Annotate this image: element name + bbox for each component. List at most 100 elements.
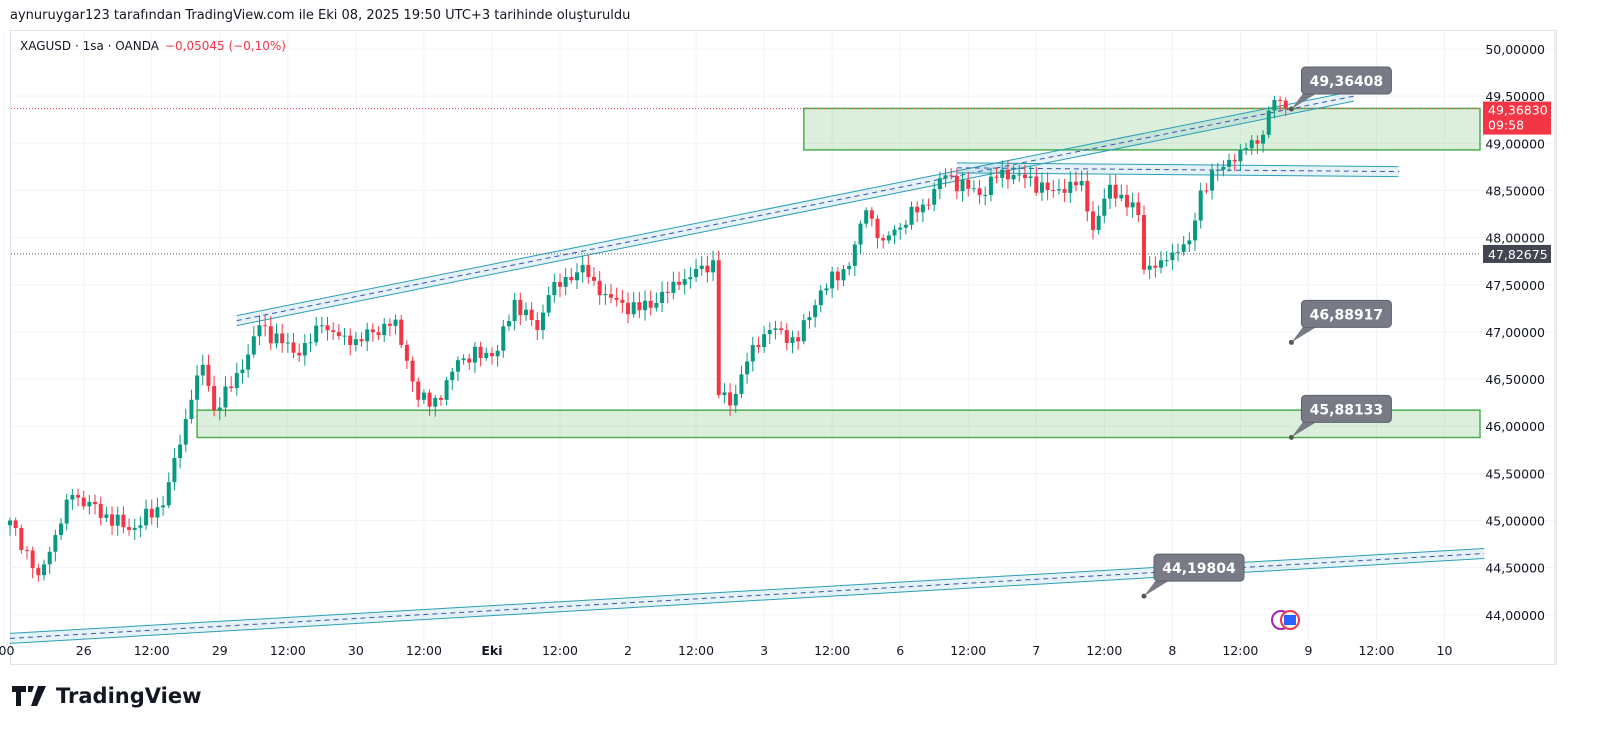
candle [495,344,500,367]
candle [892,225,897,245]
trend-channel [236,90,1354,327]
candle-body [1039,182,1044,193]
candle-body [342,335,347,337]
candle [660,281,665,312]
candle [302,333,307,366]
y-tick-label: 47,50000 [1485,278,1545,293]
candle-body [115,514,120,526]
candle-body [1255,140,1260,144]
candle-body [1056,189,1061,191]
candle-body [155,507,160,518]
candle [711,250,716,282]
candle-body [699,265,704,269]
candle [977,179,982,205]
candle-body [1232,159,1237,162]
candle-body [1005,169,1010,180]
candle [234,362,239,396]
candle [813,299,818,328]
candle [206,354,211,392]
candle [960,172,965,202]
candle-body [433,397,438,407]
x-tick-label: 30 [348,643,364,658]
candle-body [1124,194,1129,208]
x-tick-label: 12:00 [406,643,442,658]
candle-body [331,330,336,332]
candle [512,293,517,331]
candle [694,258,699,282]
candle [382,318,387,343]
candle-body [994,176,999,178]
candle [847,262,852,276]
candle-body [314,325,319,343]
candle-body [790,337,795,344]
candle [36,563,41,582]
candle [1056,178,1061,195]
candle [416,377,421,408]
candle [637,291,642,319]
y-tick-label: 46,00000 [1485,419,1545,434]
candle-body [319,325,324,327]
candle [784,323,789,351]
candle [132,518,137,540]
candle [138,516,143,538]
candle [898,222,903,240]
candle-body [444,380,449,400]
channel-lower-line [9,558,1485,644]
candle [671,271,676,300]
candle [1238,144,1243,172]
candle [183,408,188,452]
candle-body [557,281,562,287]
candle [1198,182,1203,229]
chart-frame[interactable] [10,30,1557,665]
candle-body [886,235,891,241]
candle [427,389,432,416]
candle [1005,160,1010,189]
candle-body [937,178,942,190]
candle-body [1000,169,1005,178]
callout-box [1300,394,1392,423]
callout-box [1153,553,1245,582]
candle-body [183,419,188,445]
candle [569,267,574,284]
candle-body [30,550,35,569]
candle-body [246,354,251,370]
candle-body [739,374,744,394]
candle [886,231,891,244]
candle [915,201,920,223]
candle-body [609,293,614,298]
candle-body [127,527,132,530]
candle [1272,95,1277,119]
candle-body [291,342,296,353]
tradingview-logo[interactable]: TradingView [12,684,201,708]
candle-body [677,281,682,285]
candle [852,241,857,276]
candle [353,332,358,352]
candle [223,376,228,417]
candle-body [399,319,404,345]
candle [603,284,608,305]
candle [858,220,863,254]
tradingview-logo-icon [12,686,46,706]
candle-body [665,291,670,293]
candle [59,517,64,540]
candle [546,286,551,317]
candle-body [206,364,211,386]
x-tick-label: 12:00 [1358,643,1394,658]
candle [875,215,880,249]
candle-body [824,288,829,291]
candle-body [881,238,886,241]
candle [178,434,183,469]
candle [127,518,132,536]
y-tick-label: 49,50000 [1485,89,1545,104]
candle-body [1244,148,1249,150]
candle-body [478,346,483,358]
y-tick-label: 48,00000 [1485,231,1545,246]
candle [841,265,846,286]
candle [450,367,455,391]
candle-body [932,189,937,205]
channel-center-line [236,95,1354,322]
price-callout: 49,36408 [1288,66,1392,112]
candle [983,186,988,206]
candle-body [472,346,477,363]
